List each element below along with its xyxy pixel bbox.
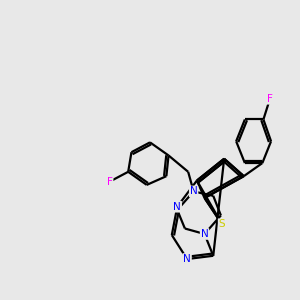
Text: F: F — [107, 177, 112, 187]
Text: S: S — [219, 219, 225, 229]
Text: N: N — [183, 254, 191, 264]
Text: N: N — [173, 202, 181, 212]
Text: F: F — [267, 94, 273, 104]
Text: N: N — [201, 229, 208, 239]
Text: N: N — [190, 186, 197, 197]
